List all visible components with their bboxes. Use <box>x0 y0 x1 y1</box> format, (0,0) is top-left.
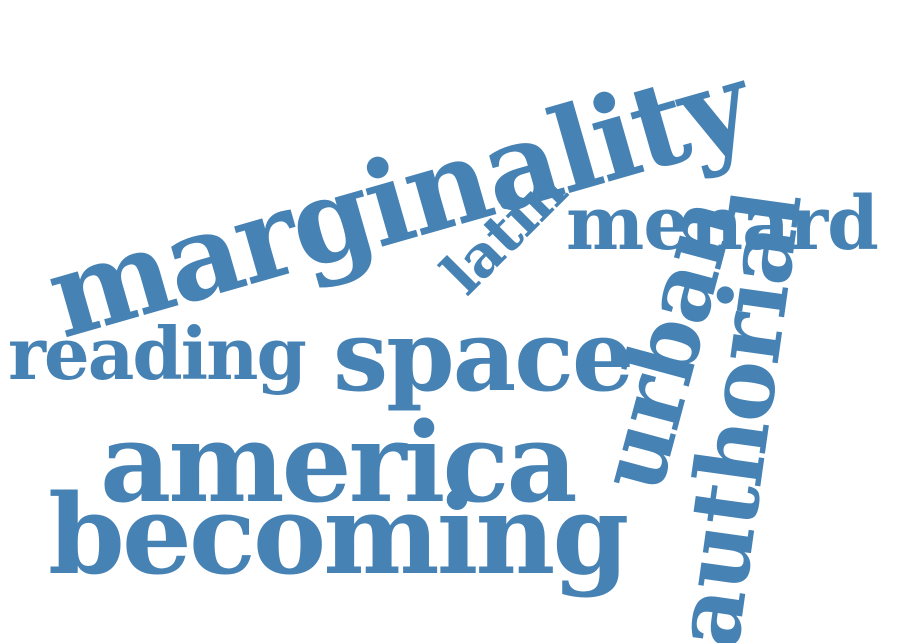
word-america: america <box>100 398 578 527</box>
word-menard: menard <box>566 181 879 267</box>
word-reading: reading <box>8 311 307 396</box>
word-space: space <box>333 299 634 414</box>
word-becoming: becoming <box>48 470 629 599</box>
